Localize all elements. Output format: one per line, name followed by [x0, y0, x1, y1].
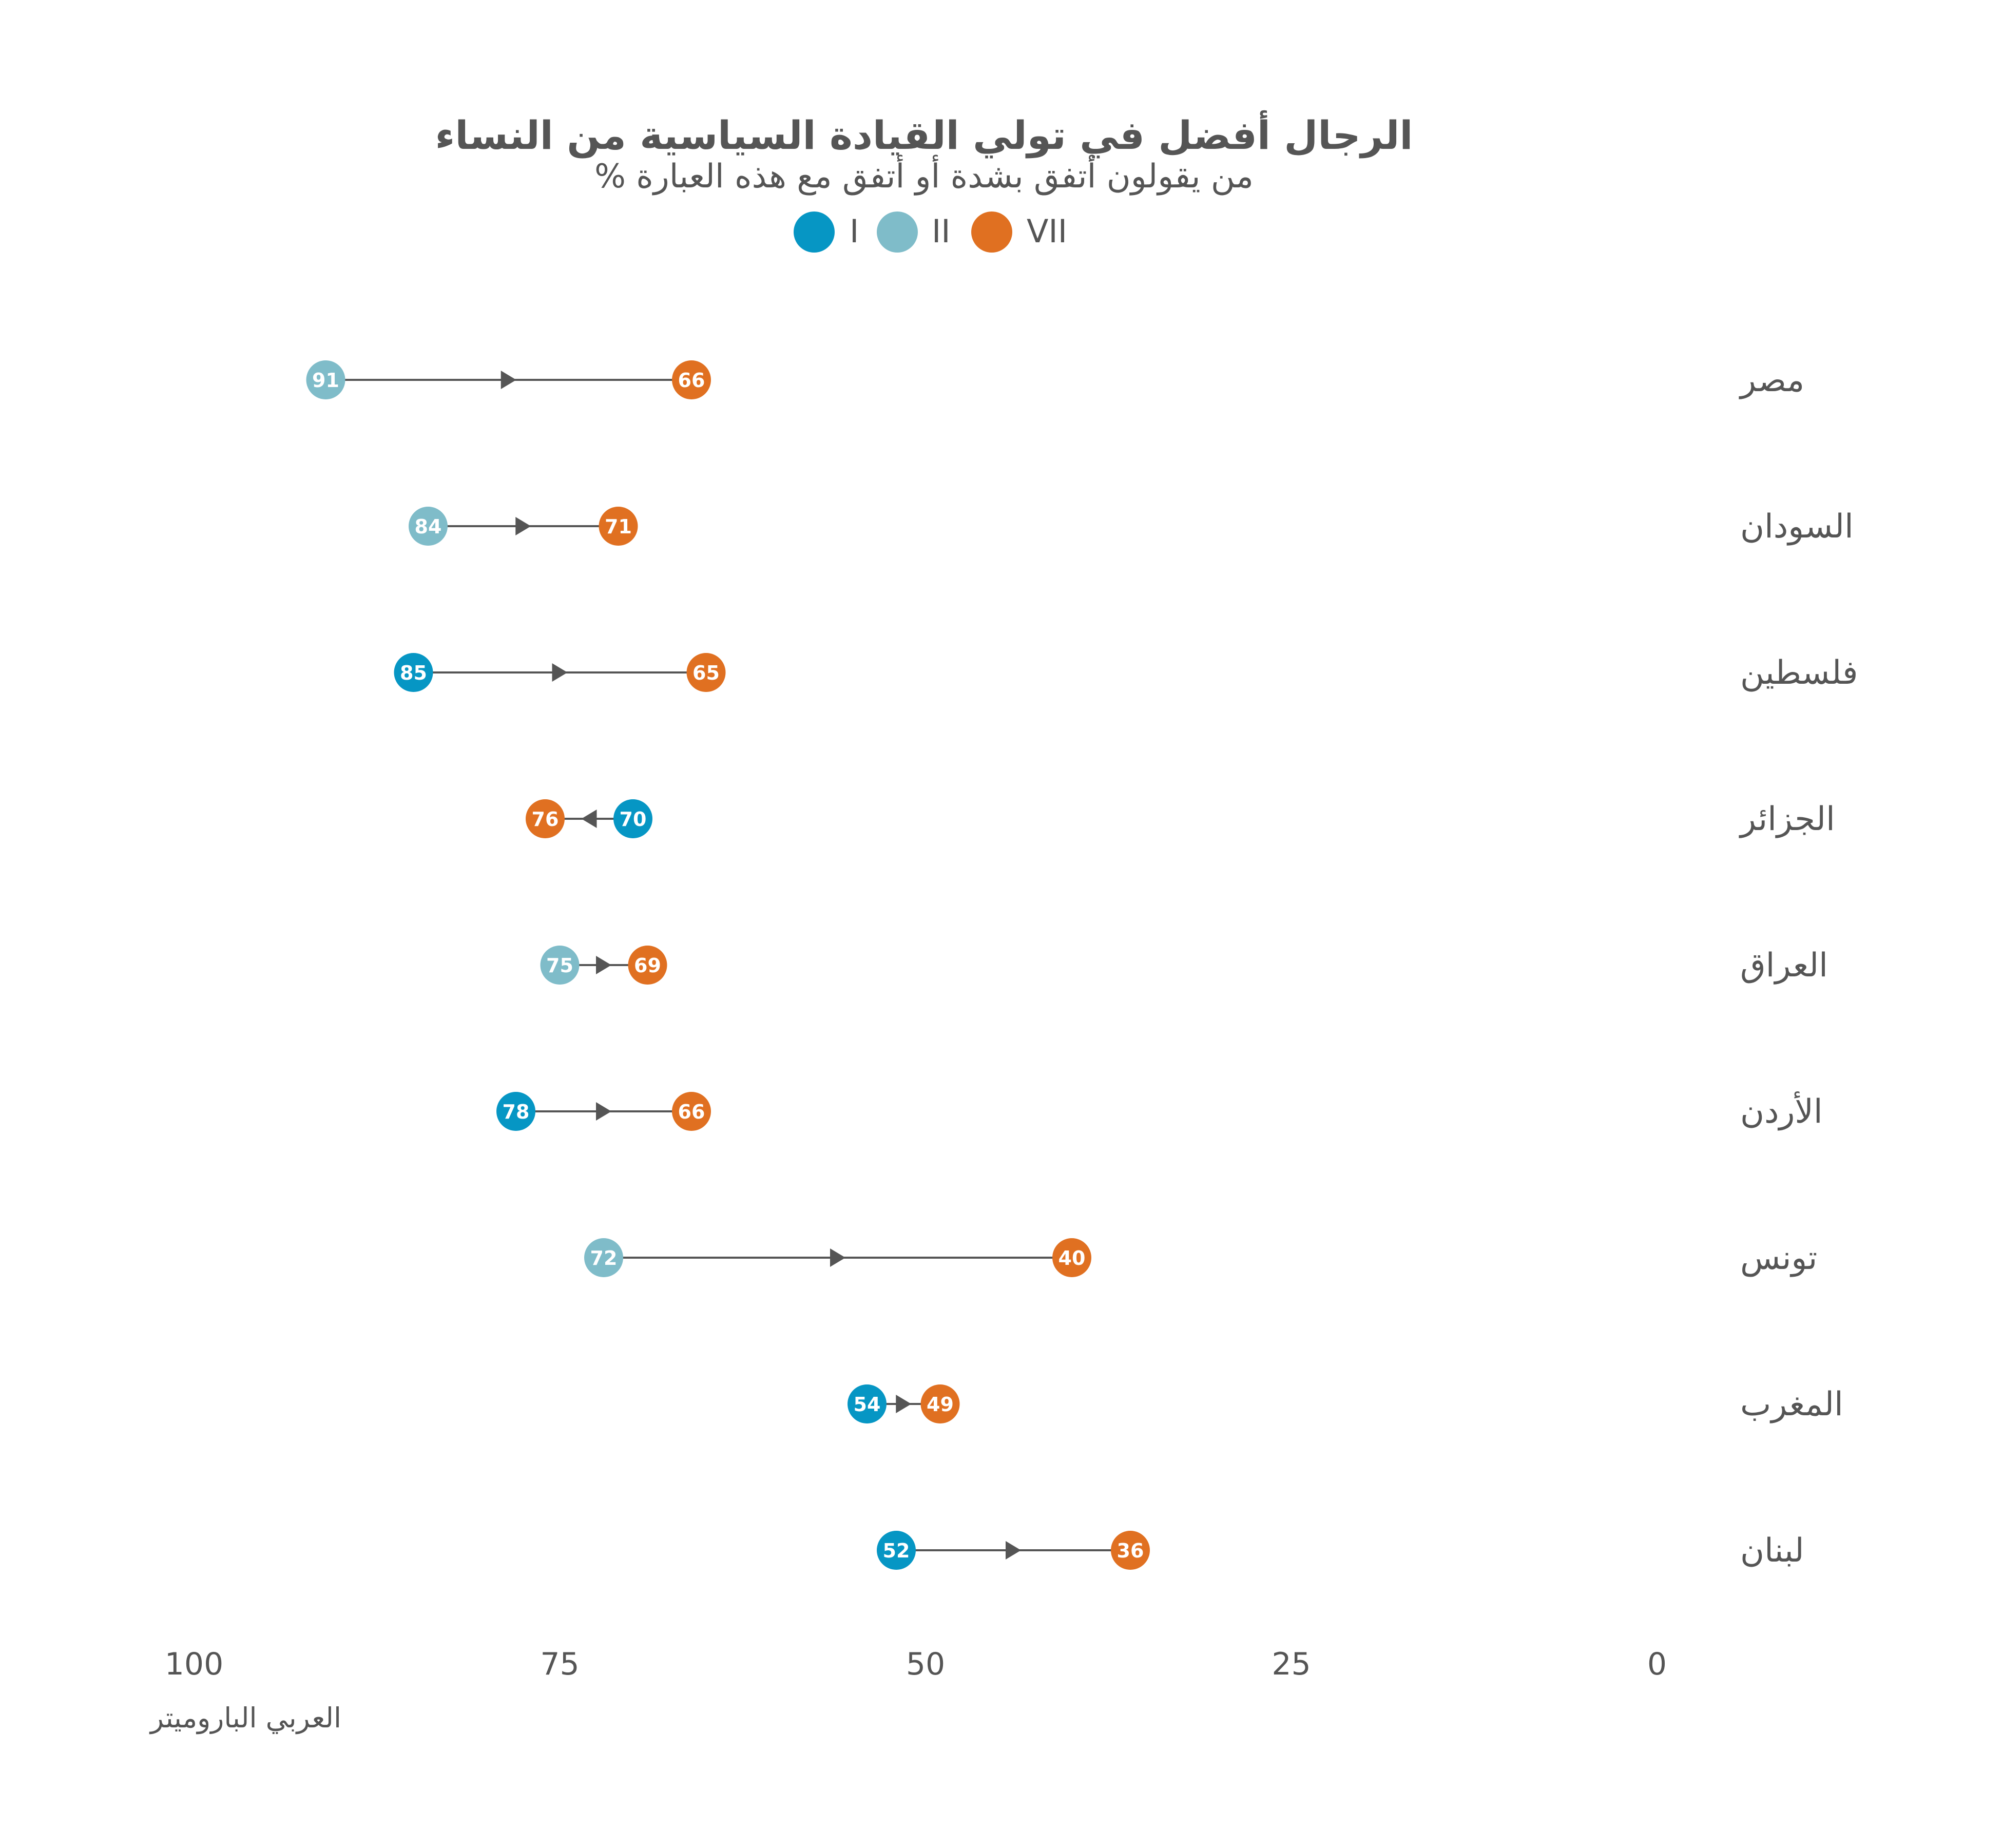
- x-tick-label: 0: [1647, 1646, 1667, 1682]
- data-label: 66: [678, 1101, 705, 1123]
- country-label: المغرب: [1740, 1385, 1843, 1423]
- dot-from-wave-i: [394, 653, 433, 692]
- row: 72 40 تونس: [584, 1238, 1817, 1277]
- legend-dot-i: [794, 211, 835, 253]
- data-label: 91: [312, 369, 339, 392]
- direction-arrow: [596, 1102, 611, 1121]
- data-label: 36: [1117, 1539, 1144, 1562]
- dot-from-wave-i: [613, 799, 652, 838]
- dot-to-wave-vii: [526, 799, 565, 838]
- dot-to-wave-vii: [920, 1384, 960, 1423]
- data-label: 85: [400, 662, 427, 684]
- direction-arrow: [515, 517, 531, 535]
- dot-from-wave-ii: [540, 946, 580, 985]
- legend-label-i: I: [850, 213, 859, 250]
- country-label: العراق: [1740, 947, 1828, 985]
- data-label: 54: [854, 1393, 881, 1416]
- legend-label-vii: VII: [1027, 213, 1067, 250]
- data-label: 65: [692, 662, 720, 684]
- dot-to-wave-vii: [686, 653, 726, 692]
- direction-arrow: [896, 1395, 912, 1413]
- data-label: 75: [546, 954, 573, 977]
- country-label: تونس: [1740, 1239, 1817, 1277]
- data-label: 70: [620, 808, 647, 831]
- dot-from-wave-i: [496, 1092, 535, 1131]
- data-label: 72: [590, 1247, 618, 1269]
- legend: I II VII: [794, 211, 1067, 253]
- dot-from-wave-i: [848, 1384, 887, 1423]
- dot-from-wave-ii: [584, 1238, 623, 1277]
- legend-label-ii: II: [932, 213, 951, 250]
- row: 78 66 الأردن: [496, 1091, 1823, 1131]
- data-label: 78: [503, 1101, 530, 1123]
- data-label: 52: [883, 1539, 910, 1562]
- data-label: 76: [532, 808, 559, 831]
- direction-arrow: [581, 810, 597, 828]
- dot-from-wave-ii: [409, 507, 448, 546]
- dot-to-wave-vii: [599, 507, 638, 546]
- row: 52 36 لبنان: [877, 1531, 1804, 1570]
- data-label: 49: [927, 1393, 954, 1416]
- x-tick-label: 75: [540, 1646, 579, 1682]
- country-label: السودان: [1740, 508, 1854, 546]
- row: 91 66 مصر: [306, 360, 1804, 399]
- data-label: 66: [678, 369, 705, 392]
- row: 75 69 العراق: [540, 946, 1828, 985]
- data-label: 69: [634, 954, 661, 977]
- dot-to-wave-vii: [628, 946, 667, 985]
- x-tick-label: 50: [906, 1646, 945, 1682]
- data-label: 40: [1058, 1247, 1086, 1269]
- country-label: الجزائر: [1739, 800, 1835, 838]
- legend-dot-vii: [971, 211, 1012, 253]
- country-label: الأردن: [1740, 1091, 1823, 1131]
- chart-subtitle: % من يقولون أتفق بشدة أو أتفق مع هذه الع…: [594, 155, 1254, 196]
- source-label: العربي الباروميتر: [149, 1702, 341, 1734]
- row: 70 76 الجزائر: [526, 799, 1835, 838]
- chart-title: الرجال أفضل في تولي القيادة السياسية من …: [435, 110, 1413, 159]
- direction-arrow: [596, 956, 611, 974]
- x-axis: 100 75 50 25 0: [165, 1646, 1667, 1682]
- direction-arrow: [500, 371, 516, 389]
- dot-to-wave-vii: [672, 360, 711, 399]
- dot-to-wave-vii: [672, 1092, 711, 1131]
- direction-arrow: [552, 663, 568, 682]
- row: 84 71 السودان: [409, 507, 1854, 546]
- country-label: مصر: [1739, 361, 1804, 399]
- x-tick-label: 100: [165, 1646, 224, 1682]
- data-label: 71: [605, 515, 632, 538]
- x-tick-label: 25: [1272, 1646, 1311, 1682]
- row: 54 49 المغرب: [848, 1384, 1843, 1423]
- legend-dot-ii: [877, 211, 918, 253]
- direction-arrow: [830, 1248, 845, 1267]
- country-label: لبنان: [1740, 1532, 1804, 1570]
- country-label: فلسطين: [1740, 654, 1858, 692]
- direction-arrow: [1006, 1541, 1021, 1560]
- dot-from-wave-i: [877, 1531, 916, 1570]
- dot-from-wave-ii: [306, 360, 345, 399]
- dot-to-wave-vii: [1052, 1238, 1091, 1277]
- row: 85 65 فلسطين: [394, 653, 1858, 692]
- data-label: 84: [415, 515, 442, 538]
- dot-to-wave-vii: [1111, 1531, 1150, 1570]
